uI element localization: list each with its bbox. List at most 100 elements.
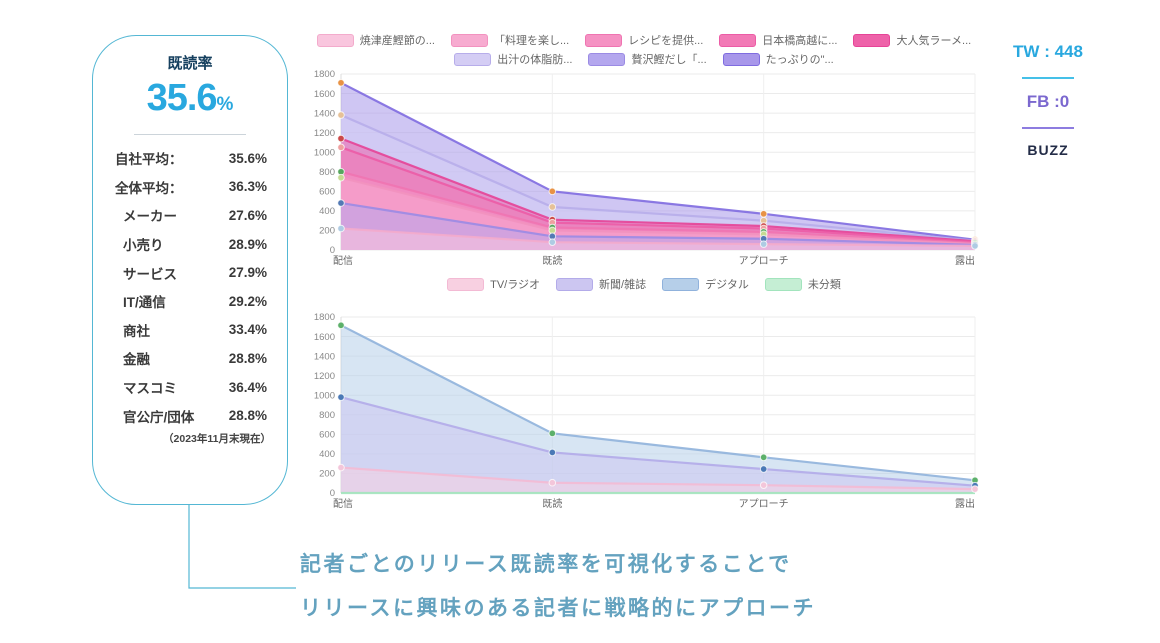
read-rate-value: 35.6% bbox=[93, 77, 287, 120]
legend-swatch bbox=[662, 277, 700, 291]
caption: 記者ごとのリリース既読率を可視化することで リリースに興味のある記者に戦略的にア… bbox=[300, 543, 816, 631]
legend-swatch bbox=[454, 52, 492, 66]
svg-text:200: 200 bbox=[319, 226, 335, 237]
legend-swatch bbox=[585, 33, 623, 47]
svg-text:1200: 1200 bbox=[314, 371, 335, 382]
panel-title: 既読率 bbox=[167, 55, 213, 72]
row-label: 金融 bbox=[123, 352, 150, 368]
svg-text:800: 800 bbox=[319, 167, 335, 178]
svg-text:1600: 1600 bbox=[314, 332, 335, 343]
legend-label: レシピを提供... bbox=[628, 35, 704, 47]
svg-text:600: 600 bbox=[319, 430, 335, 441]
svg-text:600: 600 bbox=[319, 187, 335, 198]
legend-item[interactable]: 贅沢鰹だし「... bbox=[588, 51, 707, 67]
panel-rows: 自社平均： 35.6% 全体平均： 36.3% メーカー 27.6% 小売り 28.9% サービ… bbox=[93, 144, 287, 430]
legend-swatch bbox=[556, 277, 594, 291]
legend-swatch bbox=[450, 33, 488, 47]
panel-row: メーカー 27.6% bbox=[93, 201, 287, 230]
svg-text:1000: 1000 bbox=[314, 390, 335, 401]
svg-text:200: 200 bbox=[319, 469, 335, 480]
panel-row: 全体平均： 36.3% bbox=[93, 173, 287, 202]
legend-item[interactable]: TV/ラジオ bbox=[447, 276, 540, 292]
svg-text:アプローチ: アプローチ bbox=[739, 498, 789, 510]
svg-text:1400: 1400 bbox=[314, 108, 335, 119]
tw-divider bbox=[1022, 77, 1074, 79]
svg-text:0: 0 bbox=[330, 245, 335, 256]
legend-label: 大人気ラーメ... bbox=[896, 35, 972, 47]
svg-text:1800: 1800 bbox=[314, 312, 335, 323]
legend-label: デジタル bbox=[705, 279, 749, 291]
legend-row: 出汁の体脂肪... 贅沢鰹だし「... たっぷりの"... bbox=[454, 51, 834, 67]
legend-swatch bbox=[316, 33, 354, 47]
svg-text:0: 0 bbox=[330, 488, 335, 499]
legend-item[interactable]: 出汁の体脂肪... bbox=[454, 51, 572, 67]
row-label: 自社平均： bbox=[115, 152, 183, 168]
svg-text:1400: 1400 bbox=[314, 351, 335, 362]
read-rate-panel: 既読率 35.6% 自社平均： 35.6% 全体平均： 36.3% メーカー 27.6% 小… bbox=[92, 35, 288, 505]
caption-line-1: 記者ごとのリリース既読率を可視化することで bbox=[300, 553, 792, 576]
row-label: サービス bbox=[123, 266, 177, 282]
row-label: IT/通信 bbox=[123, 295, 166, 311]
panel-row: 自社平均： 35.6% bbox=[93, 144, 287, 173]
legend-label: 焼津産鰹節の... bbox=[359, 35, 435, 47]
read-rate-number: 35.6 bbox=[146, 77, 218, 119]
svg-text:配信: 配信 bbox=[333, 498, 353, 510]
svg-text:400: 400 bbox=[319, 206, 335, 217]
legend-item[interactable]: 「料理を楽し... bbox=[450, 32, 570, 48]
svg-text:露出: 露出 bbox=[955, 497, 975, 510]
panel-row: 商社 33.4% bbox=[93, 316, 287, 345]
svg-text:1600: 1600 bbox=[314, 89, 335, 100]
svg-text:既読: 既読 bbox=[542, 254, 562, 267]
tw-stat: TW : 448 bbox=[1013, 42, 1083, 61]
row-value: 27.6% bbox=[228, 207, 267, 223]
legend-item[interactable]: 未分類 bbox=[764, 276, 841, 292]
row-label: 全体平均： bbox=[115, 180, 183, 196]
legend-item[interactable]: たっぷりの"... bbox=[722, 51, 834, 67]
svg-text:1800: 1800 bbox=[314, 69, 335, 80]
media-chart-legend: TV/ラジオ 新聞/雑誌 デジタル 未分類 bbox=[303, 276, 985, 292]
legend-item[interactable]: 焼津産鰹節の... bbox=[316, 32, 435, 48]
panel-row: 金融 28.8% bbox=[93, 344, 287, 373]
legend-item[interactable]: レシピを提供... bbox=[585, 32, 703, 48]
svg-text:1200: 1200 bbox=[314, 128, 335, 139]
panel-divider bbox=[134, 134, 246, 135]
legend-item[interactable]: デジタル bbox=[662, 276, 749, 292]
svg-text:1000: 1000 bbox=[314, 147, 335, 158]
legend-label: 未分類 bbox=[807, 279, 841, 291]
legend-swatch bbox=[764, 277, 802, 291]
buzz-stat: BUZZ bbox=[1027, 142, 1069, 158]
caption-line-2: リリースに興味のある記者に戦略的にアプローチ bbox=[300, 597, 816, 620]
legend-label: 贅沢鰹だし「... bbox=[631, 54, 707, 66]
fb-stat: FB :0 bbox=[1026, 92, 1070, 111]
row-value: 29.2% bbox=[228, 293, 267, 309]
legend-label: 新聞/雑誌 bbox=[599, 279, 647, 291]
svg-text:露出: 露出 bbox=[955, 254, 975, 267]
row-value: 36.3% bbox=[228, 179, 267, 195]
legend-label: 日本橋高越に... bbox=[762, 35, 838, 47]
release-chart-legend: 焼津産鰹節の... 「料理を楽し... レシピを提供... 日本橋高越に... 大人気ラ… bbox=[303, 32, 985, 67]
row-label: 小売り bbox=[123, 238, 164, 254]
row-value: 33.4% bbox=[228, 322, 267, 338]
panel-row: 小売り 28.9% bbox=[93, 230, 287, 259]
legend-item[interactable]: 新聞/雑誌 bbox=[556, 276, 646, 292]
media-funnel-chart: TV/ラジオ 新聞/雑誌 デジタル 未分類 0 200 400 600 800 1000 1200… bbox=[303, 276, 985, 512]
legend-swatch bbox=[853, 33, 891, 47]
legend-item[interactable]: 大人気ラーメ... bbox=[853, 32, 971, 48]
row-label: マスコミ bbox=[123, 381, 177, 397]
row-label: 官公庁/団体 bbox=[123, 409, 195, 425]
legend-swatch bbox=[588, 52, 626, 66]
row-value: 27.9% bbox=[228, 265, 267, 281]
legend-row: TV/ラジオ 新聞/雑誌 デジタル 未分類 bbox=[447, 276, 841, 292]
panel-note: （2023年11月末現在） bbox=[163, 432, 271, 445]
connector-line bbox=[188, 505, 296, 589]
panel-row: 官公庁/団体 28.8% bbox=[93, 401, 287, 430]
release-chart-svg: 0 200 400 600 800 1000 1200 1400 1600 1800 配信 既読 アプロ… bbox=[314, 69, 979, 267]
fb-divider bbox=[1022, 127, 1074, 129]
legend-item[interactable]: 日本橋高越に... bbox=[719, 32, 837, 48]
legend-label: たっぷりの"... bbox=[765, 54, 834, 66]
svg-text:既読: 既読 bbox=[542, 497, 562, 510]
row-value: 28.8% bbox=[228, 350, 267, 366]
svg-text:アプローチ: アプローチ bbox=[739, 255, 789, 267]
svg-text:400: 400 bbox=[319, 449, 335, 460]
legend-label: 「料理を楽し... bbox=[493, 35, 570, 47]
